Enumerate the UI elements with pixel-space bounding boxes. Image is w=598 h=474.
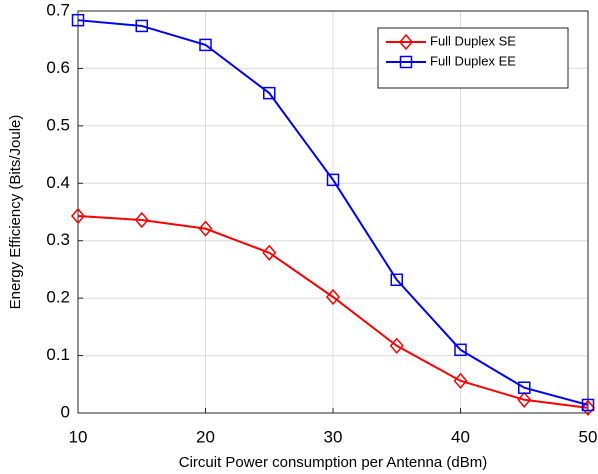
x-tick-label: 20	[196, 427, 215, 446]
data-point	[134, 211, 149, 229]
legend-box	[377, 27, 569, 89]
y-tick-label: 0.6	[46, 58, 70, 77]
y-axis-label: Energy Efficiency (Bits/Joule)	[7, 115, 24, 310]
data-point	[518, 381, 531, 394]
y-tick-label: 0.3	[46, 230, 70, 249]
data-point	[71, 13, 85, 27]
x-tick-label: 50	[579, 427, 598, 446]
x-tick-label: 30	[324, 427, 343, 446]
legend-marker	[399, 33, 413, 51]
data-point	[517, 391, 532, 408]
legend-label: Full Duplex EE	[430, 53, 516, 68]
legend: Full Duplex SE Full Duplex EE	[377, 27, 569, 89]
y-tick-label: 0.1	[46, 345, 70, 364]
series-line	[77, 19, 589, 406]
data-point	[390, 273, 403, 287]
data-point	[263, 86, 276, 100]
legend-marker	[399, 55, 413, 69]
data-point	[389, 337, 404, 354]
data-point	[454, 343, 467, 357]
y-tick-label: 0.7	[46, 0, 70, 19]
data-point	[581, 398, 595, 412]
plot-frame	[77, 10, 589, 414]
series-line	[77, 215, 589, 409]
y-tick-label: 0	[61, 402, 70, 421]
data-point	[199, 38, 212, 52]
data-point	[71, 207, 85, 225]
data-point	[326, 288, 340, 306]
y-tick-label: 0.2	[46, 288, 70, 307]
data-point	[581, 399, 595, 416]
data-point	[326, 173, 340, 187]
data-point	[135, 19, 148, 33]
y-tick-label: 0.5	[46, 115, 70, 134]
data-point	[262, 244, 277, 261]
data-point	[453, 372, 468, 389]
legend-label: Full Duplex SE	[430, 33, 516, 48]
x-axis-label: Circuit Power consumption per Antenna (d…	[179, 454, 487, 471]
x-tick-label: 40	[451, 427, 470, 446]
x-tick-label: 10	[69, 427, 88, 446]
y-tick-label: 0.4	[46, 173, 70, 192]
data-point	[198, 220, 213, 237]
